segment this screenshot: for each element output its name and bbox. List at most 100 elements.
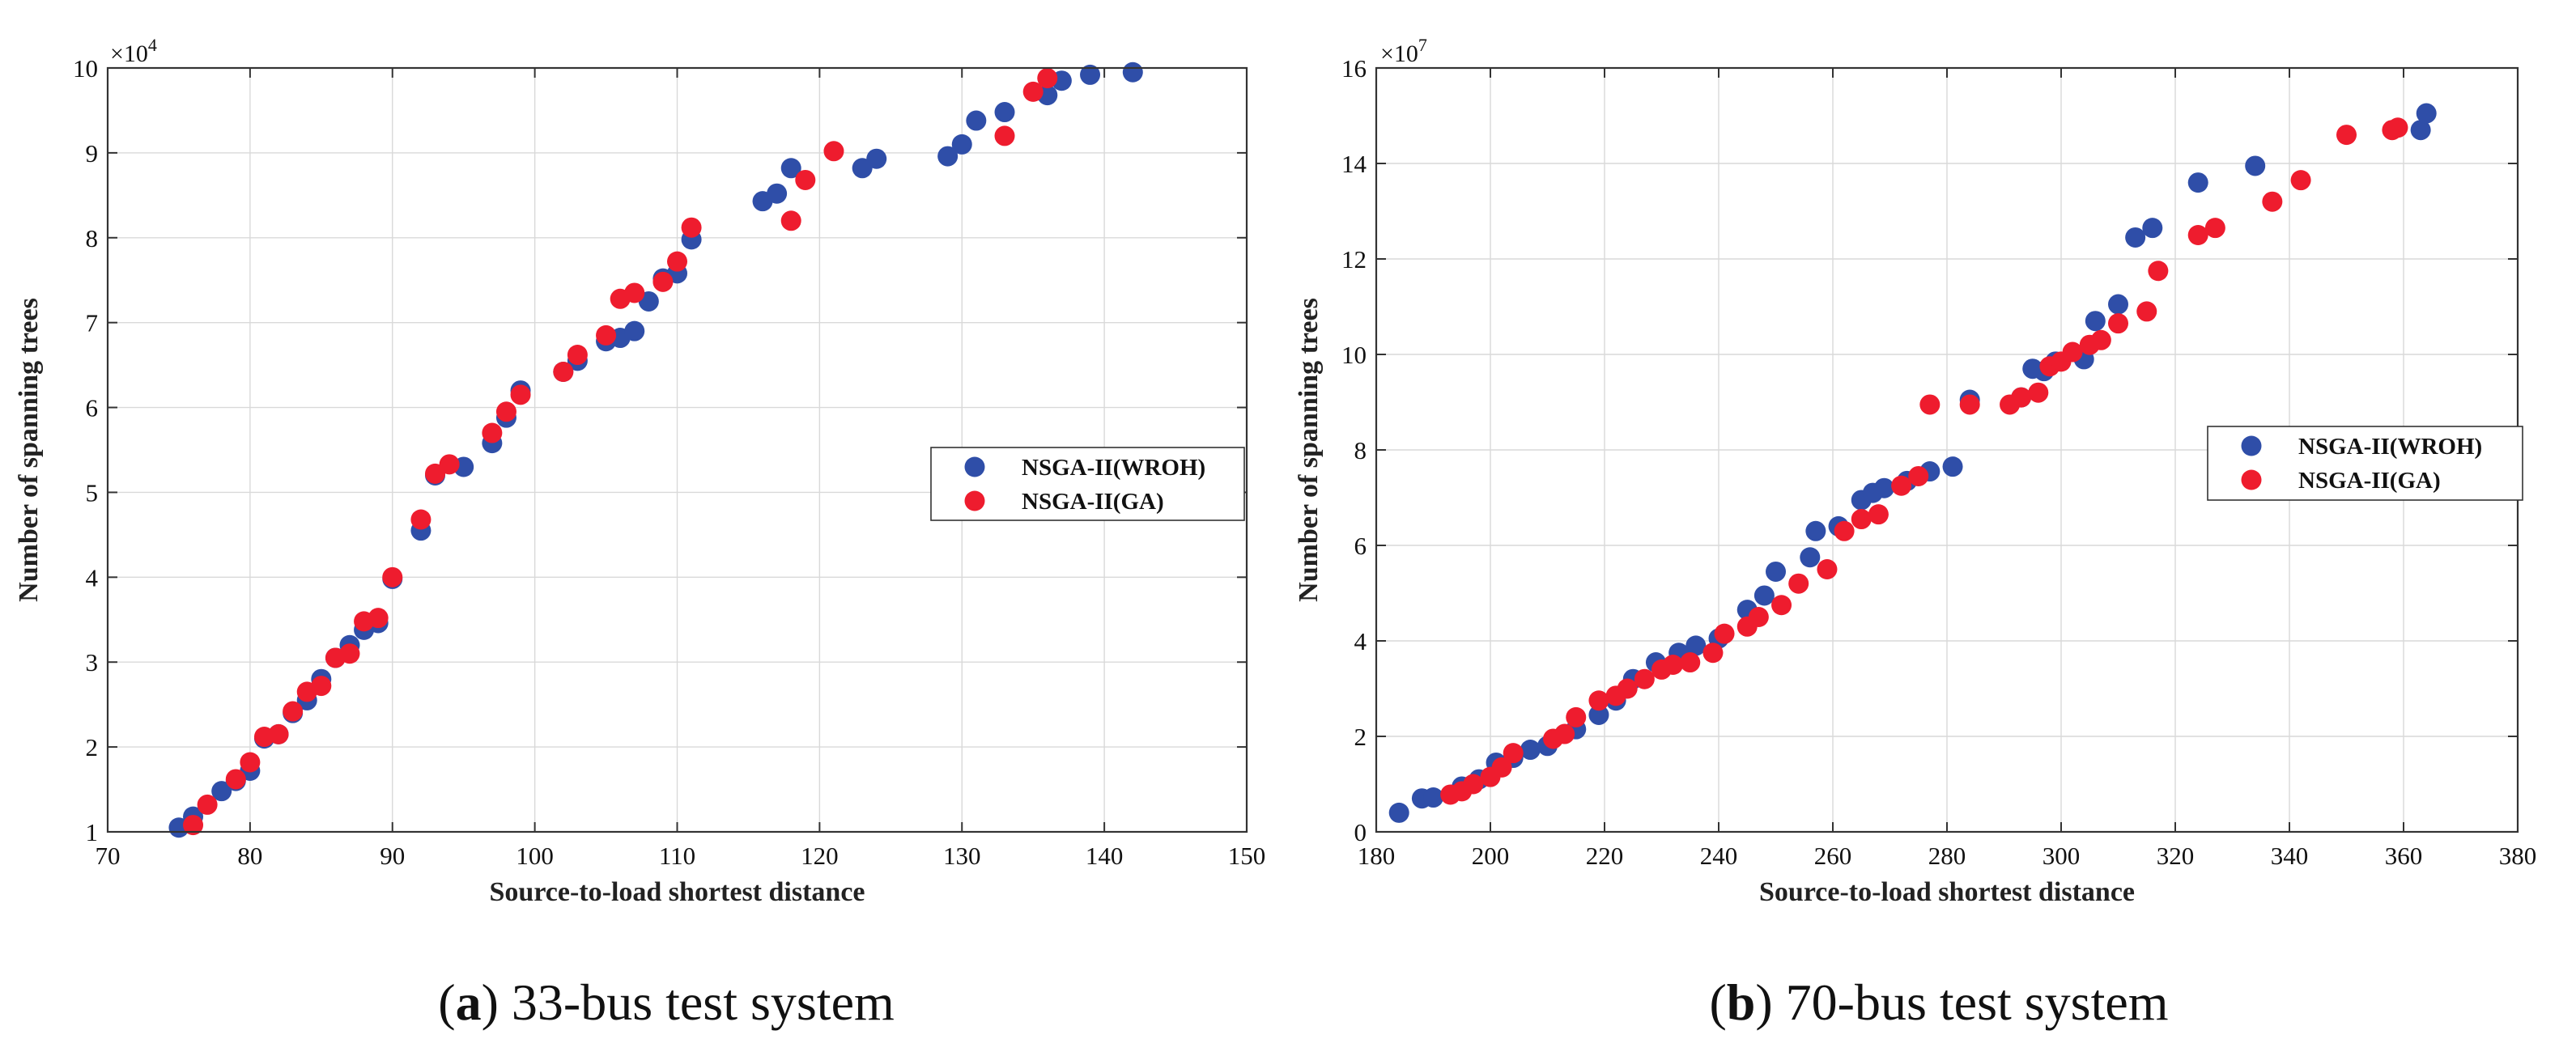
legend-marker-wroh [964, 456, 985, 477]
data-point [1714, 623, 1735, 644]
legend-label-ga: NSGA-II(GA) [1022, 489, 1164, 515]
data-point [1942, 456, 1963, 477]
data-point [1588, 704, 1609, 725]
data-point [667, 251, 687, 272]
data-point [495, 401, 516, 422]
data-point [795, 169, 816, 190]
x-tick-label: 90 [380, 842, 405, 870]
data-point [1753, 585, 1775, 606]
y-tick-label: 6 [86, 394, 99, 422]
data-point [2410, 120, 2431, 141]
legend-box [2207, 426, 2523, 501]
data-point [439, 454, 460, 475]
data-point [553, 362, 574, 383]
data-point [2028, 382, 2049, 403]
legend-marker-ga [2241, 469, 2262, 490]
panel-caption: (b) 70-bus test system [1709, 973, 2168, 1031]
data-point [1868, 504, 1889, 525]
y-axis-title: Number of spanning trees [14, 298, 44, 602]
x-tick-label: 220 [1586, 842, 1624, 870]
data-point [1080, 64, 1101, 85]
x-axis-title: Source-to-load shortest distance [490, 877, 865, 907]
data-point [624, 320, 645, 341]
data-point [767, 183, 788, 204]
x-tick-label: 80 [237, 842, 262, 870]
data-point [780, 158, 801, 179]
y-tick-label: 10 [73, 54, 98, 83]
data-point [1834, 520, 1855, 541]
data-point [1463, 774, 1484, 795]
data-point [1766, 561, 1786, 582]
series-ga [183, 68, 1058, 836]
data-point [1788, 573, 1809, 594]
data-point [823, 141, 844, 162]
data-point [425, 463, 446, 484]
data-point [2090, 329, 2111, 350]
data-point [482, 422, 503, 443]
data-point [2262, 191, 2283, 212]
data-point [780, 210, 801, 231]
x-tick-label: 100 [516, 842, 554, 870]
data-point [951, 134, 972, 155]
data-point [410, 509, 431, 530]
y-tick-label: 6 [1354, 532, 1367, 560]
data-point [1634, 668, 1655, 689]
data-point [1588, 690, 1609, 711]
data-point [2136, 301, 2157, 322]
y-tick-label: 14 [1341, 150, 1367, 178]
x-tick-label: 150 [1228, 842, 1266, 870]
data-point [311, 676, 332, 697]
y-tick-label: 8 [1354, 436, 1367, 464]
data-point [852, 158, 873, 179]
x-tick-label: 260 [1814, 842, 1852, 870]
y-axis-title: Number of spanning trees [1294, 298, 1324, 602]
data-point [1817, 559, 1838, 579]
x-tick-label: 180 [1358, 842, 1396, 870]
data-point [1771, 595, 1792, 616]
data-point [1680, 652, 1701, 673]
x-tick-label: 380 [2499, 842, 2537, 870]
data-point [1851, 509, 1872, 530]
data-point [1388, 802, 1409, 823]
y-tick-label: 1 [86, 818, 99, 846]
y-tick-label: 3 [86, 648, 99, 676]
axis-exponent-label: ×107 [1380, 35, 1427, 67]
data-point [2387, 117, 2408, 138]
y-tick-label: 2 [1354, 723, 1367, 751]
legend: NSGA-II(WROH) NSGA-II(GA) [930, 447, 1245, 521]
data-point [653, 271, 674, 292]
data-point [1805, 520, 1826, 541]
data-point [283, 701, 304, 722]
data-point [1748, 607, 1769, 627]
y-tick-label: 5 [86, 478, 99, 507]
data-point [1663, 655, 1684, 675]
legend-label-ga: NSGA-II(GA) [2298, 468, 2441, 494]
y-tick-label: 10 [1341, 341, 1367, 369]
data-point [624, 282, 645, 303]
data-point [1566, 706, 1587, 727]
y-tick-label: 2 [86, 733, 99, 761]
legend-marker-ga [964, 490, 985, 511]
y-tick-label: 12 [1341, 245, 1367, 274]
legend-label-wroh: NSGA-II(WROH) [1022, 455, 1205, 481]
data-point [2245, 155, 2266, 176]
data-point [1491, 757, 1512, 778]
data-point [197, 794, 218, 815]
x-tick-label: 300 [2043, 842, 2081, 870]
data-point [866, 148, 887, 169]
data-point [2187, 172, 2208, 193]
data-point [1685, 635, 1707, 656]
data-point [994, 102, 1015, 123]
data-point [2336, 125, 2357, 146]
data-point [2142, 218, 2163, 239]
data-point [2011, 387, 2032, 408]
panel-caption: (a) 33-bus test system [438, 973, 895, 1031]
data-point [183, 815, 204, 836]
x-tick-label: 240 [1700, 842, 1738, 870]
data-point [681, 217, 702, 238]
panel-b-70-bus: 180 200 220 240 260 280 300 320 340 360 380 0 2 4 6 8 10… [1294, 35, 2536, 1031]
data-point [1617, 678, 1638, 699]
plot-frame [106, 66, 1248, 833]
x-tick-label: 320 [2157, 842, 2195, 870]
